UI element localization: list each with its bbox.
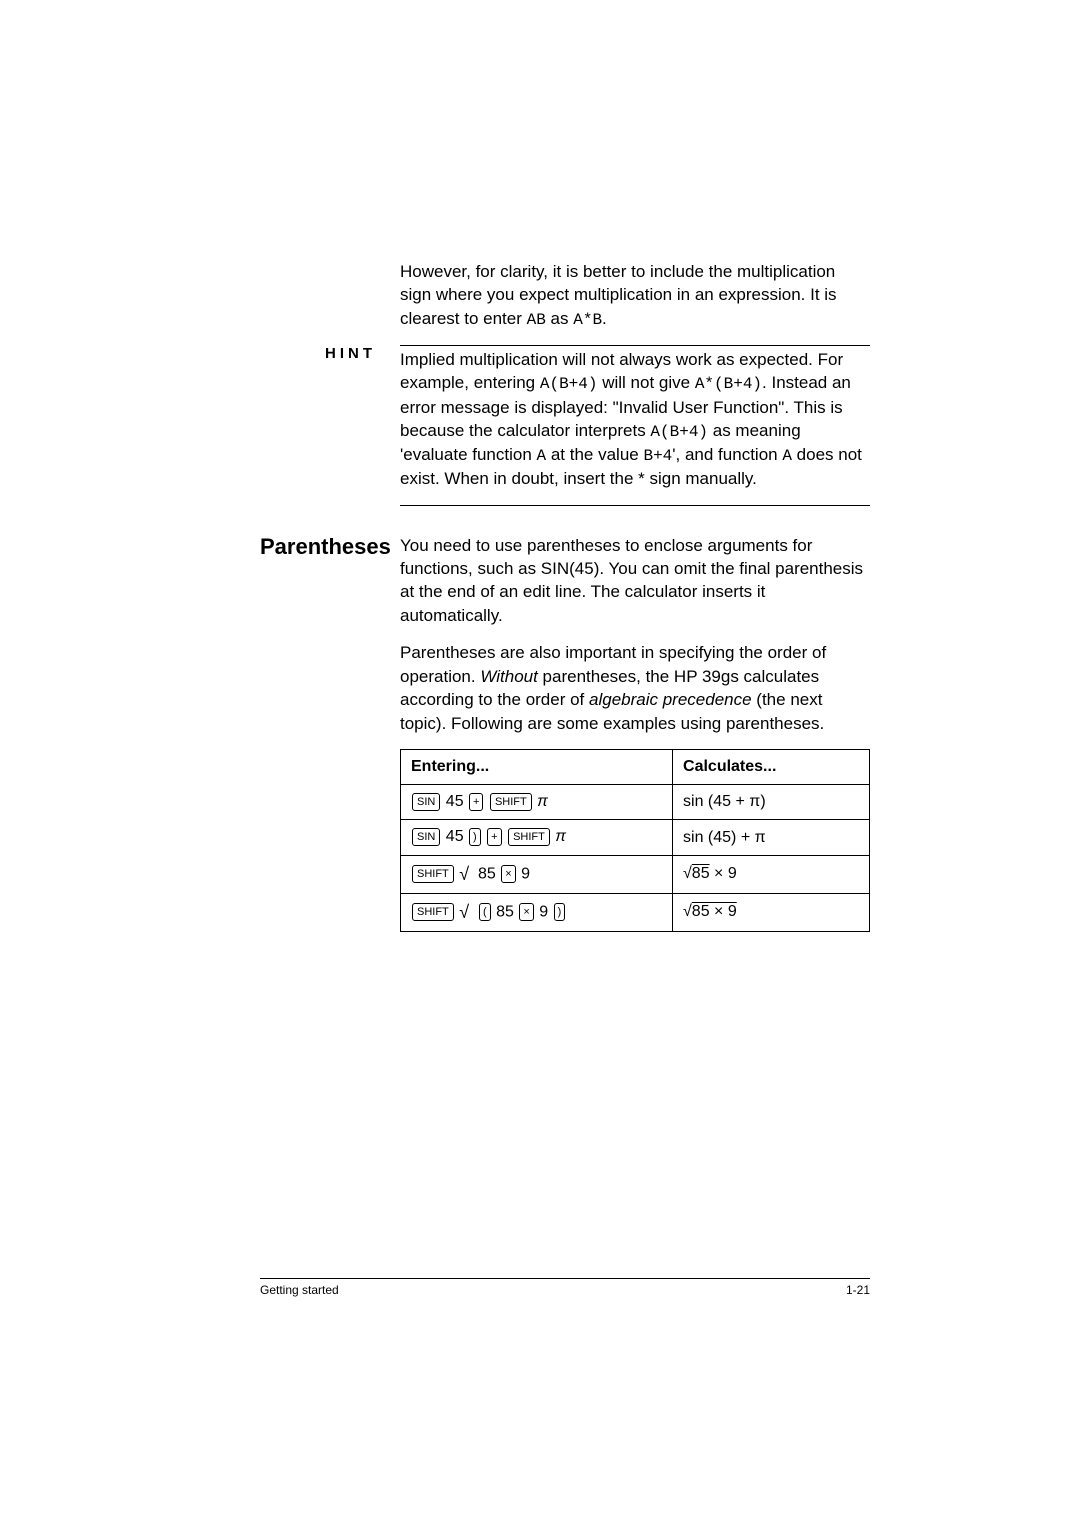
parentheses-p2: Parentheses are also important in specif…: [400, 641, 870, 735]
hint-t5: at the value: [546, 445, 643, 464]
hint-c3: A(B+4): [650, 423, 708, 441]
examples-table: Entering... Calculates... SIN 45 + SHIFT…: [400, 749, 870, 931]
calc-cell-2: sin (45) + π: [673, 820, 870, 855]
hint-rule-bottom: [400, 505, 870, 506]
times9: × 9: [710, 865, 737, 882]
entering-cell-3: SHIFT √ 85 × 9: [401, 855, 673, 893]
close-key: ): [554, 903, 566, 921]
intro-text-end: .: [602, 309, 607, 328]
entering-cell-1: SIN 45 + SHIFT π: [401, 785, 673, 820]
num9-3: 9: [521, 865, 530, 882]
intro-paragraph: However, for clarity, it is better to in…: [400, 260, 870, 331]
entering-cell-2: SIN 45 ) + SHIFT π: [401, 820, 673, 855]
paren-alg: algebraic precedence: [589, 690, 752, 709]
sqrt859: 85 × 9: [692, 903, 737, 920]
hint-row: HINT Implied multiplication will not alw…: [260, 345, 870, 524]
shift-key: SHIFT: [508, 828, 550, 846]
hint-c6: A: [782, 447, 792, 465]
page-content: However, for clarity, it is better to in…: [0, 0, 1080, 932]
pi-2: π: [555, 829, 566, 846]
hint-rule-top: [400, 345, 870, 346]
table-row: SHIFT √ ( 85 × 9 ) √85 × 9: [401, 893, 870, 931]
shift-key: SHIFT: [412, 903, 454, 921]
entering-cell-4: SHIFT √ ( 85 × 9 ): [401, 893, 673, 931]
shift-key: SHIFT: [490, 793, 532, 811]
sqrt-icon: √: [683, 865, 692, 882]
num45-1: 45: [446, 793, 464, 810]
calc-cell-4: √85 × 9: [673, 893, 870, 931]
intro-code1: AB: [527, 311, 546, 329]
sqrt-label: √: [459, 902, 469, 922]
hint-c2: A*(B+4): [695, 375, 762, 393]
col-entering: Entering...: [401, 750, 673, 785]
times-key: ×: [501, 865, 515, 883]
sqrt-label: √: [459, 864, 469, 884]
plus-key: +: [469, 793, 483, 811]
intro-text-a: However, for clarity, it is better to in…: [400, 262, 837, 328]
hint-c5: B+4: [643, 447, 672, 465]
num85-4: 85: [496, 903, 514, 920]
parentheses-row: Parentheses You need to use parentheses …: [260, 534, 870, 932]
sin-key: SIN: [412, 828, 440, 846]
hint-t2: will not give: [597, 373, 694, 392]
intro-row: However, for clarity, it is better to in…: [260, 260, 870, 345]
plus-key: +: [487, 828, 501, 846]
parentheses-p1: You need to use parentheses to enclose a…: [400, 534, 870, 628]
num45-2: 45: [446, 829, 464, 846]
close-key: ): [469, 828, 481, 846]
hint-paragraph: Implied multiplication will not always w…: [400, 348, 870, 491]
page-footer: Getting started 1-21: [260, 1278, 870, 1297]
hint-c1: A(B+4): [540, 375, 598, 393]
sqrt85: 85: [692, 865, 710, 882]
hint-t6: ', and function: [672, 445, 782, 464]
sin-key: SIN: [412, 793, 440, 811]
pi-1: π: [537, 793, 548, 810]
calc-cell-3: √85 × 9: [673, 855, 870, 893]
parentheses-heading: Parentheses: [260, 534, 391, 559]
table-row: SIN 45 ) + SHIFT π sin (45) + π: [401, 820, 870, 855]
intro-text-mid: as: [546, 309, 573, 328]
table-header-row: Entering... Calculates...: [401, 750, 870, 785]
open-key: (: [479, 903, 491, 921]
footer-right: 1-21: [846, 1283, 870, 1297]
table-row: SIN 45 + SHIFT π sin (45 + π): [401, 785, 870, 820]
num9-4: 9: [539, 903, 548, 920]
intro-code2: A*B: [573, 311, 602, 329]
hint-c4: A: [537, 447, 547, 465]
footer-left: Getting started: [260, 1283, 339, 1297]
sqrt-icon: √: [683, 903, 692, 920]
shift-key: SHIFT: [412, 865, 454, 883]
paren-without: Without: [480, 667, 537, 686]
table-row: SHIFT √ 85 × 9 √85 × 9: [401, 855, 870, 893]
times-key: ×: [519, 903, 533, 921]
hint-label: HINT: [325, 345, 376, 362]
col-calculates: Calculates...: [673, 750, 870, 785]
calc-cell-1: sin (45 + π): [673, 785, 870, 820]
num85-3: 85: [478, 865, 496, 882]
